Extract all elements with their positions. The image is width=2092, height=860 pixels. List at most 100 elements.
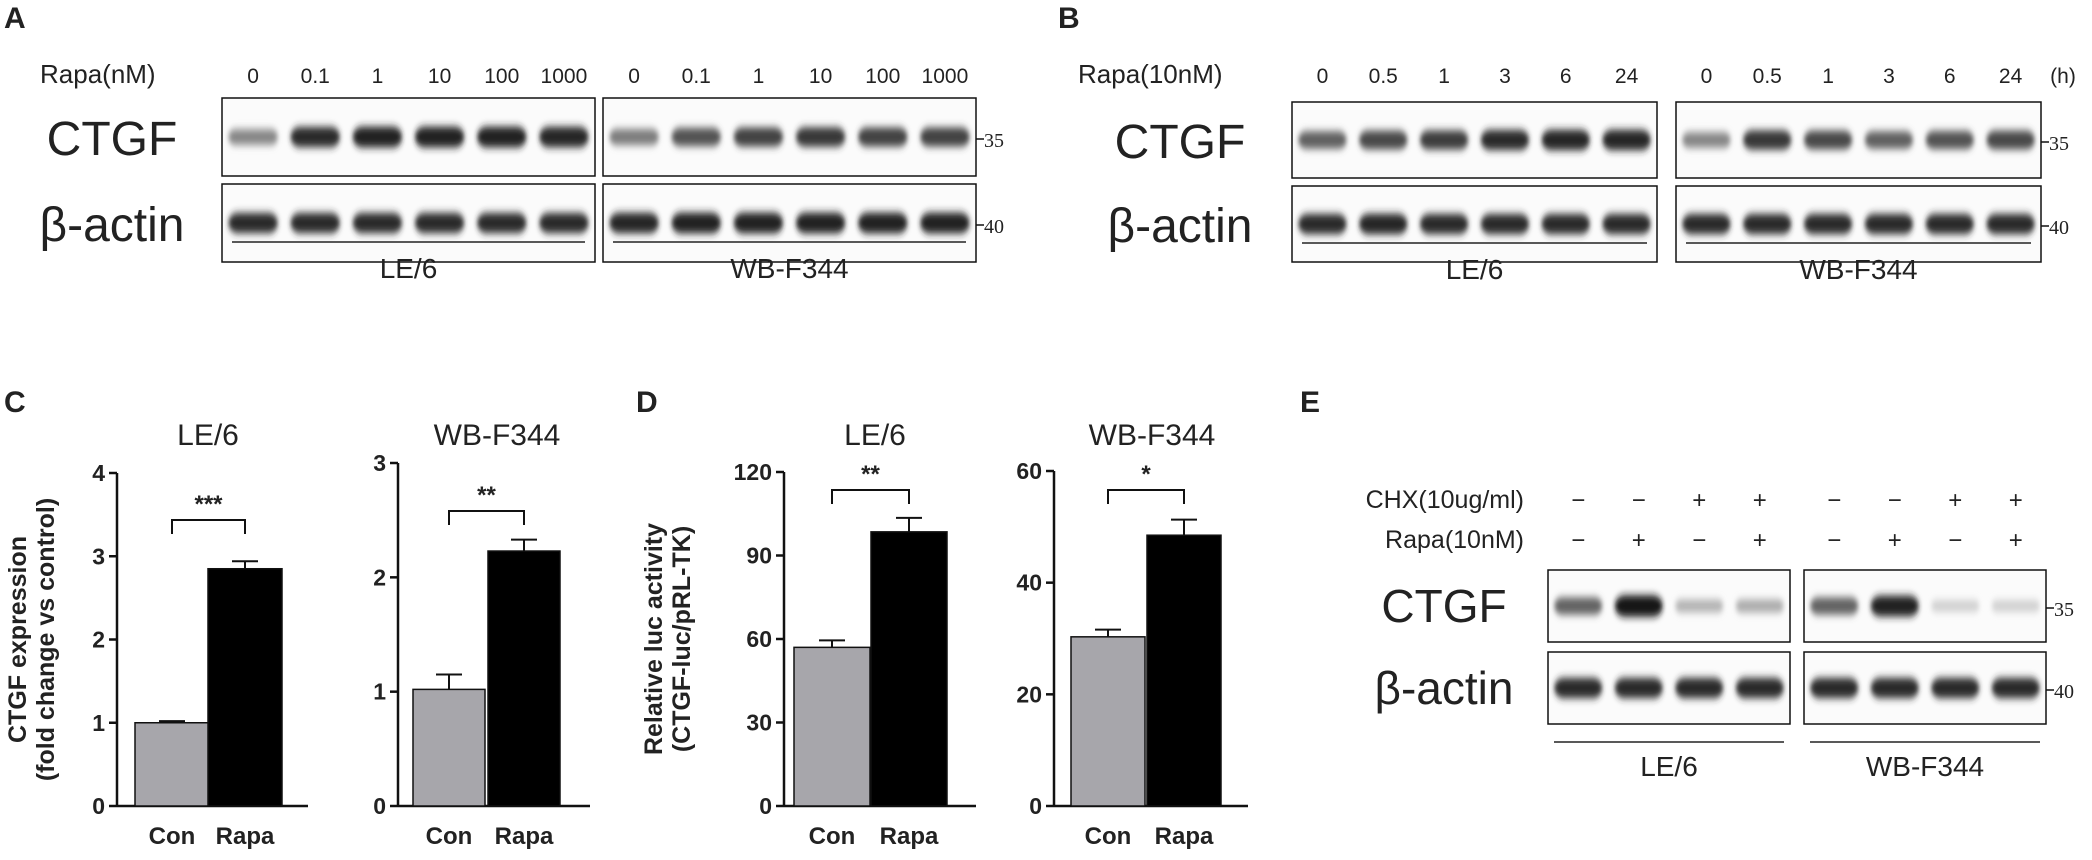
blot-CTGF-left-band	[1358, 130, 1408, 150]
blot-β-actin-right-band	[1742, 213, 1792, 235]
significance-bracket	[1107, 489, 1185, 504]
lane-label: 1	[1822, 65, 1834, 88]
blot-β-actin-left-band	[1358, 213, 1408, 235]
panel-label-c: C	[4, 386, 26, 419]
y-axis-label-line: Relative luc activity	[640, 523, 668, 755]
blot-CTGF-left-box	[221, 97, 596, 177]
mw-marker: 35	[2054, 599, 2074, 621]
blot-β-actin-left-box	[221, 183, 596, 263]
condition-sign: −	[1827, 527, 1841, 554]
condition-sign: +	[2009, 487, 2023, 514]
bar-con	[134, 722, 210, 807]
blot-β-actin-right-box	[602, 183, 977, 263]
condition-sign: −	[1571, 527, 1585, 554]
x-tick-label: Rapa	[495, 823, 554, 850]
blot-β-actin-left-band	[1480, 213, 1530, 235]
blot-β-actin-left-band	[1602, 213, 1651, 235]
blot-CTGF-left-band	[1419, 130, 1469, 150]
blot-CTGF-right-band	[857, 127, 908, 147]
bar-rapa	[207, 567, 283, 807]
x-tick-label: Con	[809, 823, 856, 850]
blot-β-actin-left-band	[290, 212, 341, 234]
blot-e-β-actin-right-band	[1870, 677, 1919, 699]
cell-line-label: LE/6	[1446, 254, 1504, 285]
blot-e-β-actin-right-band	[1810, 677, 1859, 699]
blot-e-CTGF-right-band	[1991, 600, 2040, 612]
y-axis-label-line: CTGF expression	[4, 536, 32, 743]
blot-CTGF-left-band	[476, 126, 527, 148]
significance-bracket	[831, 489, 910, 504]
significance-stars: *	[1141, 461, 1151, 488]
lane-label: 0	[628, 65, 640, 88]
blot-β-actin-left-band	[476, 212, 527, 234]
blot-e-CTGF-right-band	[1810, 597, 1859, 615]
panel-a-western-blot: Rapa(nM) 0 0.1 1 10 100 1000 0 0.1 1 10 100 1000 CTGF…	[40, 59, 1004, 284]
chart-title: WB-F344	[1089, 419, 1216, 452]
blot-CTGF-right-band	[1682, 132, 1731, 148]
chart-d-le6: LE/6 Relative luc activity (CTGF-luc/pRL-T…	[640, 419, 976, 850]
blot-β-actin-right-band	[1925, 213, 1975, 235]
blot-β-actin-right-band	[1682, 213, 1731, 235]
panel-e-western-blot: CHX(10ug/ml) − − + + − − + + Rapa(10nM) − + − + − + − + CT…	[1366, 486, 2074, 782]
panel-label-e: E	[1300, 386, 1320, 419]
chart-title: WB-F344	[434, 419, 561, 452]
blot-β-actin-right-band	[733, 212, 784, 234]
blot-CTGF-right-band	[1742, 130, 1792, 150]
significance-stars: **	[477, 482, 496, 509]
lane-label: 6	[1944, 65, 1956, 88]
lane-label: 10	[809, 65, 832, 88]
condition-sign: −	[1571, 487, 1585, 514]
condition-sign: +	[1632, 527, 1646, 554]
blot-e-CTGF-left-band	[1675, 599, 1724, 613]
blot-CTGF-right-band	[733, 127, 784, 147]
blot-CTGF-left-band	[1541, 129, 1591, 151]
cell-line-label: LE/6	[1640, 751, 1698, 782]
blot-CTGF-left-band	[228, 129, 278, 145]
lane-label: 100	[865, 65, 900, 88]
mw-marker: 35	[2049, 133, 2069, 155]
y-tick-label: 0	[1029, 793, 1042, 819]
condition-sign: −	[1948, 527, 1962, 554]
y-tick-label: 1	[373, 679, 386, 705]
mw-marker: 40	[2054, 681, 2074, 703]
chart-title: LE/6	[177, 419, 239, 452]
y-tick-label: 1	[92, 710, 105, 736]
blot-CTGF-left-band	[1298, 131, 1347, 149]
protein-label: β-actin	[40, 199, 185, 252]
blot-CTGF-left-box	[1291, 101, 1658, 179]
blot-CTGF-right-band	[1986, 130, 2035, 150]
mw-marker: 35	[984, 130, 1004, 152]
lane-label: 0	[1317, 65, 1329, 88]
y-tick-label: 0	[759, 793, 772, 819]
x-tick-label: Rapa	[216, 823, 275, 850]
blot-CTGF-right-band	[1925, 130, 1975, 150]
cell-line-label: WB-F344	[1866, 751, 1984, 782]
protein-label: CTGF	[1381, 580, 1506, 632]
lane-label: 6	[1560, 65, 1572, 88]
time-unit-label: (h)	[2050, 65, 2076, 88]
blot-CTGF-right-band	[920, 127, 970, 147]
lane-label: 1000	[922, 65, 969, 88]
panel-label-b: B	[1058, 2, 1080, 35]
blot-e-β-actin-left-band	[1675, 677, 1724, 699]
blot-β-actin-left-band	[352, 212, 403, 234]
blot-β-actin-right-band	[671, 212, 722, 234]
lane-label: 1	[753, 65, 765, 88]
blot-e-CTGF-left-band	[1614, 595, 1663, 617]
lane-label: 24	[1615, 65, 1639, 88]
chart-c-wbf344: WB-F344 0 1 2 3 Con Rapa **	[373, 419, 590, 850]
mw-marker: 40	[2049, 217, 2069, 239]
significance-stars: **	[861, 461, 880, 488]
y-tick-label: 3	[373, 450, 386, 476]
x-tick-label: Con	[426, 823, 473, 850]
blot-β-actin-right-box	[1675, 185, 2042, 263]
y-tick-label: 2	[92, 627, 105, 653]
treatment-label: Rapa(10nM)	[1078, 59, 1223, 89]
significance-bracket	[171, 519, 246, 534]
y-tick-label: 0	[92, 793, 105, 819]
lane-label: 100	[484, 65, 519, 88]
y-tick-label: 0	[373, 793, 386, 819]
y-tick-label: 4	[92, 460, 105, 486]
blot-CTGF-left-band	[290, 126, 341, 148]
